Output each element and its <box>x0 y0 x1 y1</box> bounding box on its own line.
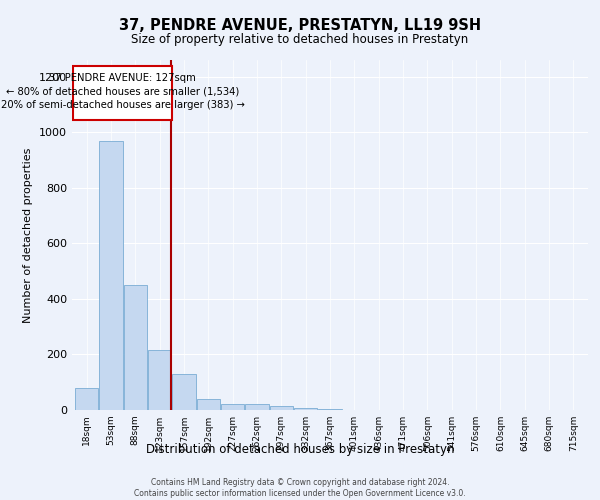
Bar <box>124 285 147 410</box>
Text: ← 80% of detached houses are smaller (1,534): ← 80% of detached houses are smaller (1,… <box>6 86 239 97</box>
Bar <box>73 66 172 120</box>
Bar <box>75 388 98 410</box>
Text: 37, PENDRE AVENUE, PRESTATYN, LL19 9SH: 37, PENDRE AVENUE, PRESTATYN, LL19 9SH <box>119 18 481 32</box>
Text: Contains HM Land Registry data © Crown copyright and database right 2024.
Contai: Contains HM Land Registry data © Crown c… <box>134 478 466 498</box>
Bar <box>245 404 269 410</box>
Text: Size of property relative to detached houses in Prestatyn: Size of property relative to detached ho… <box>131 32 469 46</box>
Text: Distribution of detached houses by size in Prestatyn: Distribution of detached houses by size … <box>146 442 454 456</box>
Text: 37 PENDRE AVENUE: 127sqm: 37 PENDRE AVENUE: 127sqm <box>49 72 196 83</box>
Bar <box>221 404 244 410</box>
Bar <box>172 374 196 410</box>
Bar <box>197 399 220 410</box>
Bar <box>148 350 171 410</box>
Bar <box>270 406 293 410</box>
Bar <box>294 408 317 410</box>
Bar <box>319 408 341 410</box>
Text: 20% of semi-detached houses are larger (383) →: 20% of semi-detached houses are larger (… <box>1 100 244 110</box>
Y-axis label: Number of detached properties: Number of detached properties <box>23 148 34 322</box>
Bar <box>100 140 122 410</box>
